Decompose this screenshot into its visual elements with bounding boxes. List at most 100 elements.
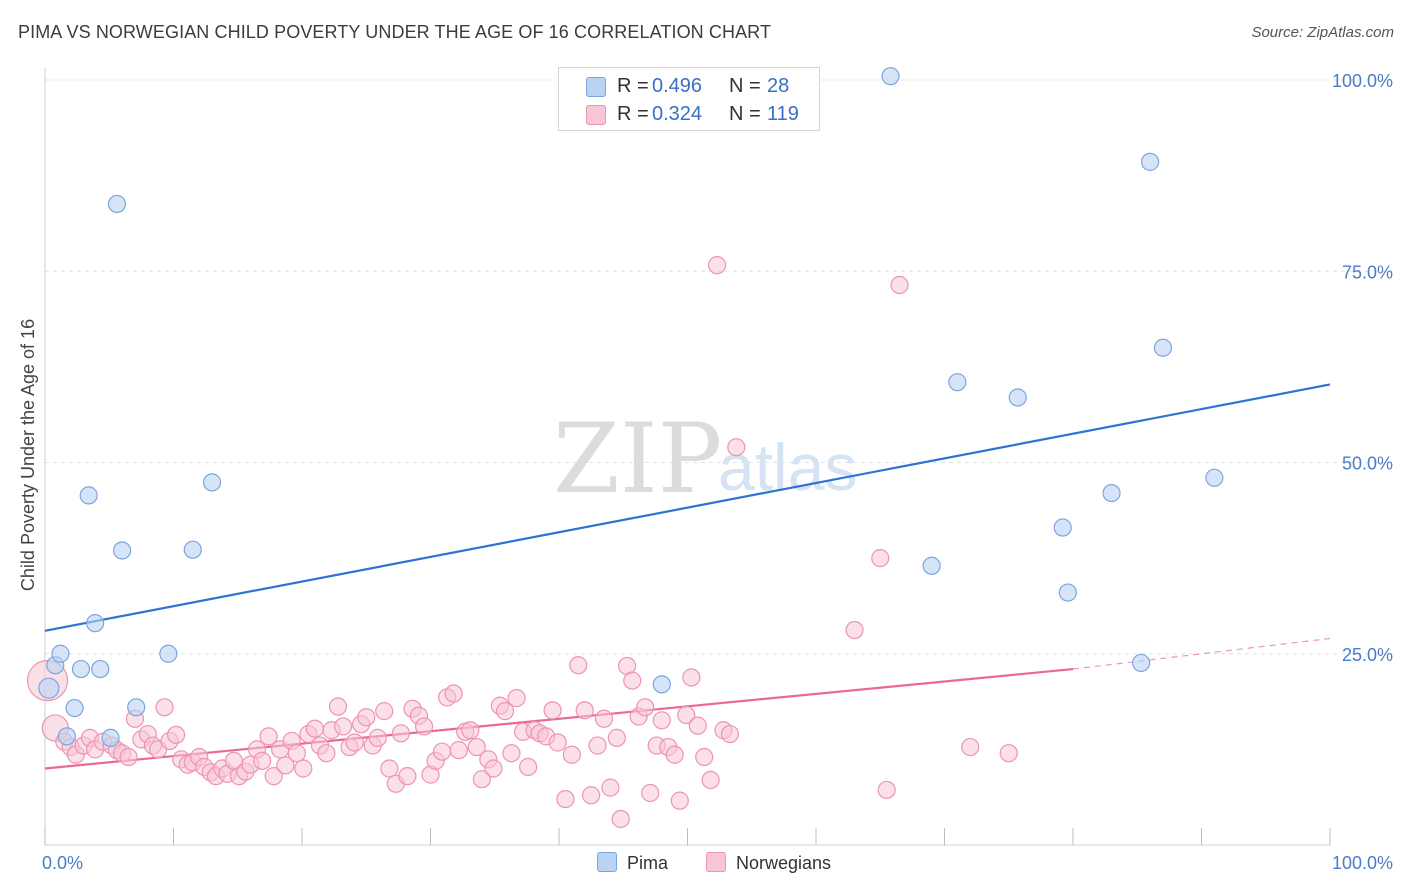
norwegians-point — [264, 767, 283, 786]
norwegians-point — [877, 780, 896, 800]
norwegians-point — [119, 747, 138, 767]
pima-points — [38, 67, 1224, 748]
norwegians-swatch — [586, 105, 606, 125]
pima-point — [159, 644, 178, 663]
norwegians-points — [26, 256, 1018, 829]
norwegians-point — [569, 656, 588, 675]
y-tick-label: 75.0% — [1342, 262, 1393, 282]
norwegians-point — [688, 716, 707, 735]
norwegians-point — [727, 438, 746, 457]
norwegians-point — [562, 745, 581, 764]
norwegians-point — [695, 747, 714, 767]
stats-row-norwegians: R = 0.324 N = 119 — [559, 100, 819, 130]
norwegians-point — [449, 741, 468, 760]
norwegians-point — [467, 737, 486, 757]
norwegians-point — [623, 671, 642, 690]
trend-lines — [44, 383, 1331, 770]
norwegians-point — [999, 744, 1018, 763]
norwegians-point — [432, 742, 452, 761]
norwegians-point — [502, 744, 521, 763]
watermark-zip-text: ZIP — [553, 403, 722, 515]
norwegians-point — [677, 705, 696, 725]
chart-title: PIMA VS NORWEGIAN CHILD POVERTY UNDER TH… — [18, 22, 772, 42]
pima-point — [65, 698, 84, 718]
pima-point — [38, 677, 60, 699]
pima-point — [1153, 338, 1173, 357]
norwegians-point — [472, 770, 491, 789]
pima-point — [107, 194, 127, 214]
norwegians-point — [548, 733, 567, 752]
norwegians-point — [652, 711, 671, 730]
norwegians-trend-line — [44, 667, 1074, 770]
axes — [44, 68, 1331, 846]
pima-point — [101, 728, 120, 748]
norwegians-point — [845, 620, 864, 640]
norwegians-point — [380, 759, 399, 778]
n-label: N = — [729, 75, 761, 97]
pima-legend-swatch — [597, 852, 617, 872]
r-label: R = — [617, 75, 649, 97]
norwegians-point — [287, 744, 306, 763]
watermark: ZIP atlas — [553, 403, 857, 515]
norwegians-point — [317, 744, 336, 763]
pima-point — [948, 373, 967, 392]
pima-point — [86, 614, 105, 633]
norwegians-point — [334, 717, 353, 736]
pima-point — [881, 67, 900, 86]
pima-point — [57, 727, 76, 746]
norwegians-point — [444, 684, 463, 703]
norwegians-point — [375, 702, 394, 721]
pima-point — [112, 541, 132, 560]
stats-box: R = 0.496 N = 28 R = 0.324 N = 119 — [558, 67, 820, 131]
norwegians-point — [276, 756, 295, 775]
norwegians-point — [507, 689, 526, 708]
n-value: 119 — [767, 103, 799, 125]
norwegians-point — [305, 719, 324, 738]
norwegians-point — [871, 549, 890, 568]
r-value: 0.496 — [652, 75, 703, 97]
y-tick-label: 50.0% — [1342, 454, 1393, 474]
pima-point — [91, 659, 110, 679]
norwegians-point — [543, 701, 562, 720]
norwegians-point — [588, 736, 607, 755]
norwegians-point — [635, 698, 655, 717]
norwegians-point — [253, 751, 272, 770]
pima-point — [1140, 152, 1160, 171]
x-tick-label: 100.0% — [1332, 853, 1393, 873]
grid-lines — [45, 79, 1392, 655]
norwegians-point — [575, 701, 594, 720]
legend-item-pima[interactable]: Pima — [597, 852, 668, 874]
n-value: 28 — [767, 75, 790, 97]
source-label: Source: ZipAtlas.com — [1251, 24, 1394, 41]
pima-point — [1102, 484, 1121, 503]
norwegians-point — [345, 733, 364, 752]
r-value: 0.324 — [652, 103, 703, 125]
pima-point — [1008, 388, 1027, 407]
norwegians-point — [484, 759, 503, 778]
pima-swatch — [586, 77, 606, 97]
pima-point — [652, 675, 671, 694]
legend-item-norwegians[interactable]: Norwegians — [706, 852, 831, 874]
pima-point — [183, 540, 202, 559]
norwegians-point — [670, 791, 689, 810]
x-tick-label: 0.0% — [42, 853, 83, 873]
norwegians-point — [328, 697, 348, 716]
pima-point — [1132, 653, 1151, 673]
norwegians-point — [720, 724, 740, 744]
norwegians-point — [707, 256, 727, 275]
pima-point — [71, 659, 91, 679]
norwegians-point — [961, 737, 980, 757]
norwegians-point — [461, 721, 480, 740]
pima-point — [202, 473, 222, 492]
pima-point — [1058, 583, 1077, 602]
norwegians-point — [682, 668, 701, 687]
norwegians-point — [556, 789, 575, 809]
norwegians-point — [294, 759, 313, 778]
y-tick-label: 25.0% — [1342, 645, 1393, 665]
norwegians-point — [519, 757, 538, 777]
norwegians-point — [890, 275, 909, 295]
norwegians-point — [594, 709, 614, 728]
norwegians-point — [495, 702, 515, 721]
pima-point — [922, 556, 941, 575]
